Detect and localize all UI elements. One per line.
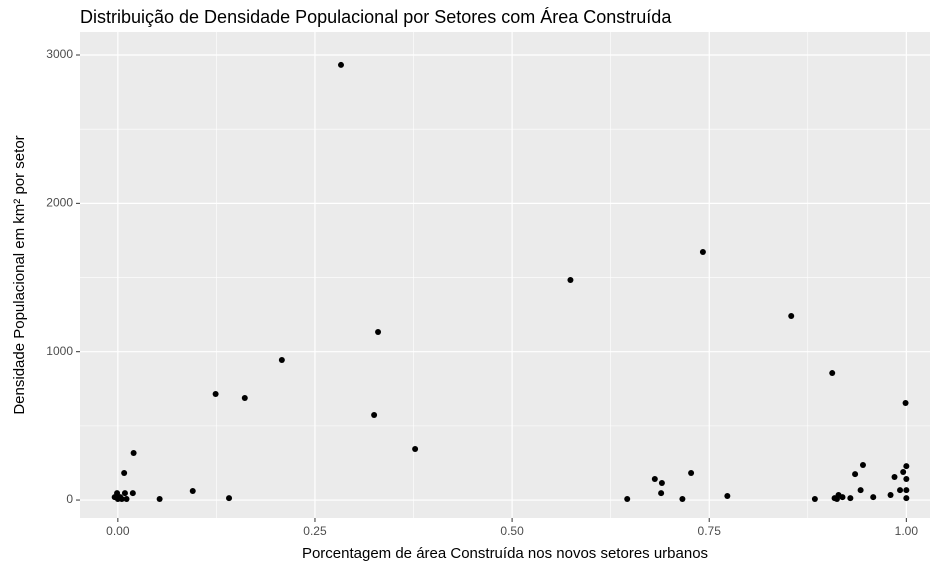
point — [699, 249, 706, 256]
point — [651, 475, 658, 482]
point — [788, 312, 795, 319]
point — [241, 394, 248, 401]
point — [189, 488, 196, 494]
point — [371, 412, 378, 419]
point — [658, 479, 665, 486]
point — [903, 495, 910, 502]
point — [278, 357, 285, 364]
point — [811, 496, 818, 503]
point — [118, 496, 125, 503]
point — [156, 496, 163, 503]
point — [839, 494, 846, 501]
point — [891, 474, 898, 481]
point — [857, 487, 864, 494]
y-tick-label: 0 — [66, 492, 73, 506]
point — [121, 490, 128, 497]
point — [852, 471, 859, 478]
point — [903, 475, 910, 482]
y-tick-label: 1000 — [46, 344, 73, 358]
point — [111, 494, 118, 501]
point — [226, 495, 233, 502]
point — [121, 470, 128, 477]
point — [724, 493, 731, 500]
chart-title: Distribuição de Densidade Populacional p… — [80, 7, 672, 27]
y-tick-label: 2000 — [46, 196, 73, 210]
point — [688, 470, 695, 477]
x-tick-label: 1.00 — [895, 524, 919, 538]
point — [903, 487, 910, 494]
point — [129, 490, 136, 497]
point — [829, 370, 836, 377]
point — [902, 400, 909, 407]
x-axis-title: Porcentagem de área Construída nos novos… — [302, 545, 708, 562]
point — [897, 487, 904, 494]
x-tick-label: 0.25 — [303, 524, 327, 538]
point — [887, 492, 894, 499]
point — [212, 390, 219, 397]
y-axis-title: Densidade Populacional em km² por setor — [11, 135, 28, 414]
y-tick-label: 3000 — [46, 47, 73, 61]
point — [833, 496, 840, 503]
point — [567, 277, 574, 284]
point — [375, 328, 382, 335]
point — [679, 496, 686, 503]
point — [903, 463, 910, 470]
x-tick-label: 0.50 — [500, 524, 524, 538]
point — [870, 494, 877, 501]
x-tick-label: 0.00 — [106, 524, 130, 538]
point — [859, 462, 866, 469]
point — [337, 61, 344, 68]
point — [130, 450, 137, 457]
point — [847, 495, 854, 502]
point — [624, 496, 631, 503]
point — [900, 469, 907, 476]
point — [412, 446, 419, 453]
point — [123, 496, 130, 503]
x-tick-label: 0.75 — [698, 524, 722, 538]
plot-panel — [80, 32, 930, 518]
point — [658, 490, 665, 497]
